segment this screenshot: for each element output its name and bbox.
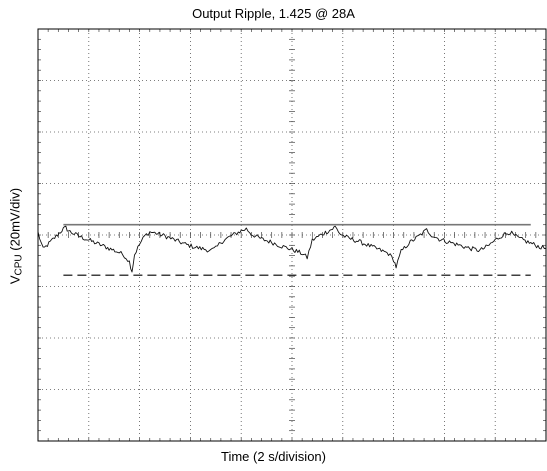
chart-title: Output Ripple, 1.425 @ 28A [192, 6, 355, 21]
plot-frame [37, 28, 547, 442]
ripple-trace-line [37, 225, 547, 273]
x-axis-label: Time (2 s/division) [221, 449, 326, 464]
grid [38, 29, 546, 441]
data-marks [37, 223, 547, 276]
